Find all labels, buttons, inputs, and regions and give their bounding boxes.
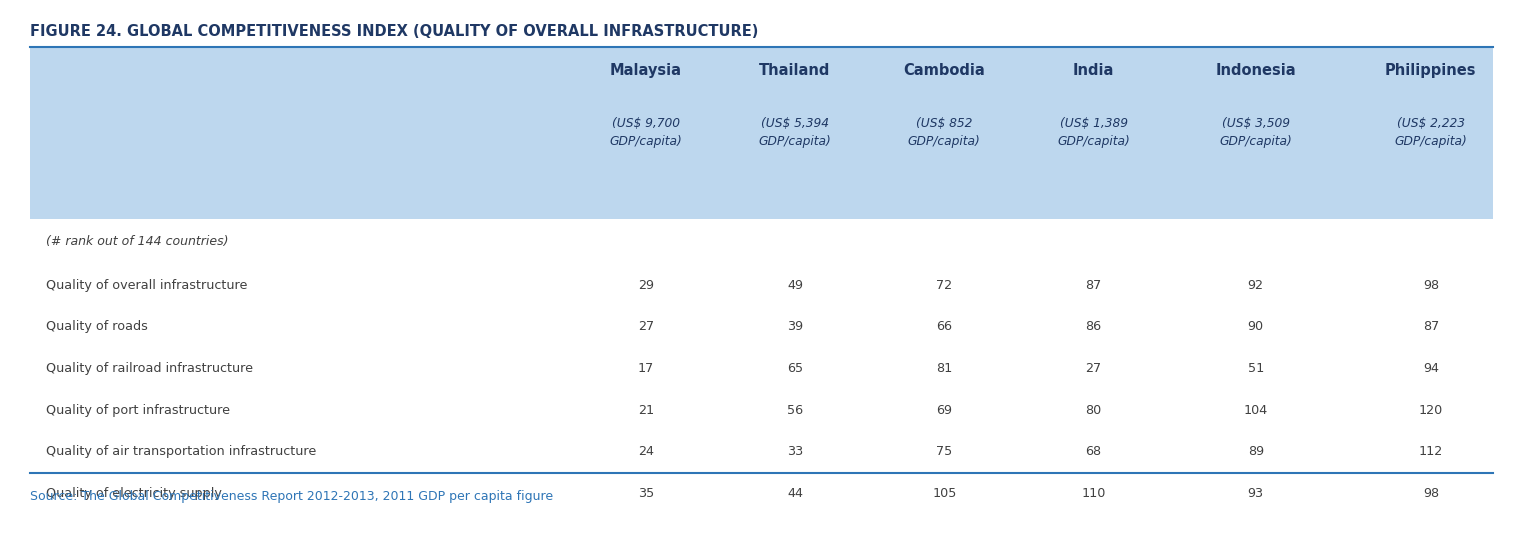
Text: 120: 120	[1419, 404, 1442, 417]
Text: 72: 72	[937, 279, 952, 292]
Text: 69: 69	[937, 404, 952, 417]
Text: (US$ 9,700
GDP/capita): (US$ 9,700 GDP/capita)	[609, 117, 682, 148]
Text: 94: 94	[1422, 362, 1439, 375]
Text: 27: 27	[1086, 362, 1101, 375]
Text: India: India	[1072, 63, 1115, 78]
Text: Quality of railroad infrastructure: Quality of railroad infrastructure	[46, 362, 253, 375]
Text: (US$ 852
GDP/capita): (US$ 852 GDP/capita)	[908, 117, 981, 148]
Text: 105: 105	[932, 487, 956, 500]
Text: (US$ 1,389
GDP/capita): (US$ 1,389 GDP/capita)	[1057, 117, 1130, 148]
Text: Quality of overall infrastructure: Quality of overall infrastructure	[46, 279, 247, 292]
Text: 33: 33	[787, 445, 803, 458]
Text: 49: 49	[787, 279, 803, 292]
Text: Source: The Global Competitiveness Report 2012-2013, 2011 GDP per capita figure: Source: The Global Competitiveness Repor…	[30, 490, 553, 503]
Text: 44: 44	[787, 487, 803, 500]
Text: Quality of air transportation infrastructure: Quality of air transportation infrastruc…	[46, 445, 315, 458]
Text: 21: 21	[638, 404, 653, 417]
Text: 93: 93	[1247, 487, 1264, 500]
Text: 39: 39	[787, 320, 803, 333]
Text: Malaysia: Malaysia	[609, 63, 682, 78]
Text: 27: 27	[638, 320, 653, 333]
Text: 98: 98	[1422, 279, 1439, 292]
Text: 80: 80	[1086, 404, 1101, 417]
Text: (# rank out of 144 countries): (# rank out of 144 countries)	[46, 235, 228, 248]
Text: 98: 98	[1422, 487, 1439, 500]
Text: Indonesia: Indonesia	[1215, 63, 1296, 78]
Text: Philippines: Philippines	[1384, 63, 1477, 78]
Text: 75: 75	[937, 445, 952, 458]
Text: 86: 86	[1086, 320, 1101, 333]
Text: 110: 110	[1081, 487, 1106, 500]
Text: 68: 68	[1086, 445, 1101, 458]
Text: 24: 24	[638, 445, 653, 458]
FancyBboxPatch shape	[30, 47, 1493, 219]
Text: 56: 56	[787, 404, 803, 417]
Text: (US$ 3,509
GDP/capita): (US$ 3,509 GDP/capita)	[1220, 117, 1292, 148]
Text: 87: 87	[1422, 320, 1439, 333]
Text: 89: 89	[1247, 445, 1264, 458]
Text: 66: 66	[937, 320, 952, 333]
Text: FIGURE 24. GLOBAL COMPETITIVENESS INDEX (QUALITY OF OVERALL INFRASTRUCTURE): FIGURE 24. GLOBAL COMPETITIVENESS INDEX …	[30, 24, 758, 39]
Text: 35: 35	[638, 487, 653, 500]
Text: 65: 65	[787, 362, 803, 375]
Text: 92: 92	[1247, 279, 1264, 292]
Text: (US$ 2,223
GDP/capita): (US$ 2,223 GDP/capita)	[1395, 117, 1467, 148]
Text: 112: 112	[1419, 445, 1442, 458]
Text: Quality of roads: Quality of roads	[46, 320, 148, 333]
Text: Quality of electricity supply: Quality of electricity supply	[46, 487, 221, 500]
Text: 17: 17	[638, 362, 653, 375]
Text: Thailand: Thailand	[760, 63, 830, 78]
Text: 51: 51	[1247, 362, 1264, 375]
Text: 90: 90	[1247, 320, 1264, 333]
Text: Cambodia: Cambodia	[903, 63, 985, 78]
Text: 81: 81	[937, 362, 952, 375]
Text: 29: 29	[638, 279, 653, 292]
Text: (US$ 5,394
GDP/capita): (US$ 5,394 GDP/capita)	[758, 117, 832, 148]
Text: Quality of port infrastructure: Quality of port infrastructure	[46, 404, 230, 417]
Text: 87: 87	[1086, 279, 1101, 292]
Text: 104: 104	[1244, 404, 1267, 417]
